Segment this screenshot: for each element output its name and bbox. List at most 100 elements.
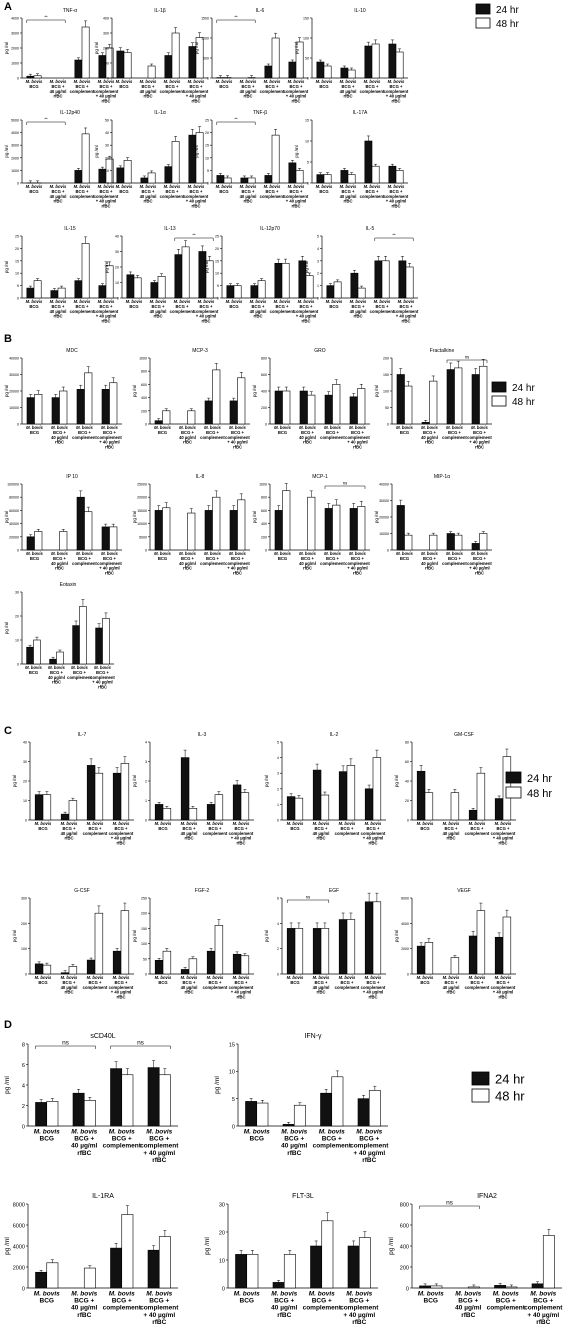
x-tick-label: rfBC (291, 203, 300, 208)
y-tick-label: 20 (215, 247, 219, 251)
y-axis-label: pg /ml (104, 261, 109, 273)
bar-24hr (396, 374, 405, 425)
bar-24hr (204, 400, 213, 425)
x-tick-label: rfBC (368, 994, 377, 999)
y-tick-label: 40000 (9, 356, 19, 360)
x-tick-label: + 40 µg/ml (493, 990, 513, 995)
legend-swatch-24hr (471, 1071, 490, 1086)
x-tick-label: BCG + (351, 430, 364, 435)
bar-24hr (35, 1271, 48, 1289)
x-tick-label: BCG + (115, 826, 128, 831)
bar-48hr (271, 134, 280, 184)
x-tick-label: M. bovis (288, 79, 305, 84)
chart-title: EGF (329, 888, 339, 894)
x-tick-label: complement (70, 89, 95, 94)
bar-48hr (307, 496, 316, 551)
x-tick-label: M. bovis (313, 975, 330, 980)
x-tick-label: 40 µg/ml (240, 194, 257, 199)
x-tick-label: BCG + (149, 1298, 169, 1305)
y-tick-label: 250 (141, 896, 147, 900)
x-tick-label: complement (360, 89, 385, 94)
x-tick-label: BCG (420, 826, 429, 831)
bar-24hr (26, 536, 35, 551)
x-tick-label: 40 µg/ml (443, 831, 460, 836)
legend-label-24hr: 24 hr (495, 1072, 525, 1087)
bar-24hr (86, 765, 96, 821)
x-tick-label: 40 µg/ml (179, 561, 196, 566)
x-tick-label: + 40 µg/ml (231, 990, 251, 995)
x-tick-label: BCG + (366, 84, 379, 89)
y-tick-label: 10 (23, 799, 27, 803)
bar-24hr (164, 166, 173, 184)
x-tick-label: rfBC (184, 990, 193, 995)
x-tick-label: BCG (278, 556, 287, 561)
x-tick-label: M. bovis (146, 1291, 172, 1298)
x-tick-label: M. bovis (455, 1291, 481, 1298)
x-tick-label: complement (225, 561, 250, 566)
x-tick-label: M. bovis (326, 299, 343, 304)
y-tick-label: 0 (387, 422, 389, 426)
y-tick-label: 400 (261, 522, 267, 526)
x-tick-label: complement (83, 831, 108, 836)
x-tick-label: + 40 µg/ml (286, 199, 306, 204)
y-tick-label: 0 (22, 1286, 25, 1292)
x-tick-label: M. bovis (164, 184, 181, 189)
x-tick-label: 40 µg/ml (421, 561, 438, 566)
bar-48hr (372, 757, 382, 821)
x-tick-label: complement (361, 985, 386, 990)
bar-24hr (112, 772, 122, 821)
x-tick-label: complement (225, 435, 250, 440)
y-tick-label: 50 (305, 56, 309, 60)
x-tick-label: M. bovis (244, 1129, 270, 1136)
bar-48hr (181, 246, 190, 299)
bar-48hr (405, 266, 414, 299)
x-tick-label: BCG + (290, 84, 303, 89)
x-tick-label: BCG + (206, 556, 219, 561)
bar-24hr (150, 282, 159, 299)
x-tick-label: M. bovis (181, 821, 198, 826)
x-tick-label: M. bovis (101, 425, 118, 430)
x-tick-label: M. bovis (126, 299, 143, 304)
bar-24hr (154, 804, 164, 821)
bar-48hr (430, 1285, 443, 1289)
x-tick-label: M. bovis (421, 551, 438, 556)
bar-24hr (364, 140, 373, 184)
bar-24hr (60, 813, 70, 821)
x-tick-label: BCG + (315, 980, 328, 985)
bar-48hr (247, 177, 256, 184)
x-tick-label: BCG (30, 556, 39, 561)
x-tick-label: M. bovis (264, 79, 281, 84)
y-tick-label: 0 (406, 1286, 409, 1292)
x-tick-label: M. bovis (339, 821, 356, 826)
x-tick-label: BCG (250, 1136, 264, 1143)
bar-48hr (395, 51, 404, 79)
bar-24hr (274, 510, 283, 551)
x-tick-label: M. bovis (298, 299, 315, 304)
y-tick-label: 1000 (259, 482, 267, 486)
x-tick-label: complement (140, 1143, 179, 1150)
bar-48hr (133, 277, 142, 299)
bar-48hr (450, 957, 460, 975)
x-tick-label: BCG + (341, 826, 354, 831)
x-tick-label: M. bovis (349, 425, 366, 430)
x-tick-label: + 40 µg/ml (231, 836, 251, 841)
y-tick-label: 4000 (11, 131, 19, 135)
y-tick-label: 10 (15, 272, 19, 276)
bar-24hr (446, 533, 455, 551)
x-tick-label: complement (442, 435, 467, 440)
x-tick-label: M. bovis (181, 975, 198, 980)
bar-24hr (264, 65, 273, 79)
x-tick-label: BCG + (301, 430, 314, 435)
y-tick-label: 100 (303, 36, 309, 40)
x-tick-label: M. bovis (364, 184, 381, 189)
x-tick-label: M. bovis (324, 425, 341, 430)
x-tick-label: BCG + (181, 556, 194, 561)
x-tick-label: M. bovis (74, 184, 91, 189)
x-tick-label: rfBC (233, 444, 242, 449)
y-tick-label: 20000 (137, 496, 147, 500)
x-tick-label: 40 µg/ml (61, 985, 78, 990)
x-tick-label: BCG + (142, 84, 155, 89)
x-tick-label: M. bovis (74, 299, 91, 304)
